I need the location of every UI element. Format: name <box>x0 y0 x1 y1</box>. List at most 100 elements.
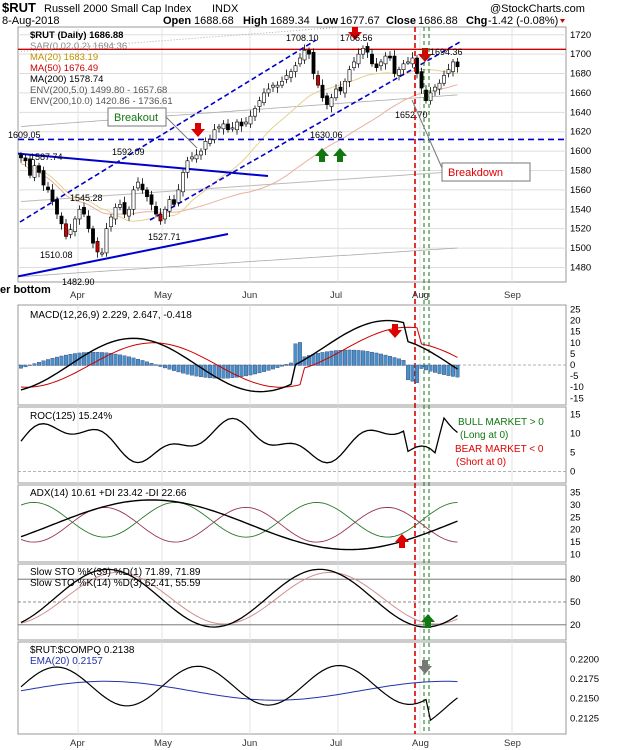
candle-body <box>334 88 338 99</box>
macd-histogram-bar <box>424 364 428 371</box>
month-label: Jun <box>242 738 257 749</box>
macd-histogram-bar <box>68 354 73 366</box>
macd-histogram-bar <box>320 352 325 366</box>
candle-body <box>91 228 95 244</box>
macd-histogram-bar <box>221 364 226 379</box>
sto-subtitle: Slow STO %K(14) %D(3) 62.41, 55.59 <box>30 578 201 589</box>
macd-histogram-bar <box>338 350 343 366</box>
macd-histogram-bar <box>266 364 271 371</box>
candle-body <box>131 189 136 210</box>
candle-body <box>235 121 239 131</box>
indicator-tick-label: 10 <box>570 429 581 440</box>
indicator-tick-label: 20 <box>570 316 581 327</box>
macd-histogram-bar <box>59 355 64 366</box>
high-value: 1689.34 <box>270 15 310 27</box>
price-legend: $RUT (Daily) 1686.88 SAR(0.02,0.2) 1694.… <box>30 30 173 107</box>
macd-histogram-bar <box>163 364 167 369</box>
month-label: Jun <box>242 290 257 301</box>
down-arrow-icon <box>418 660 432 674</box>
macd-histogram-bar <box>109 353 113 366</box>
down-arrow-icon <box>388 324 402 338</box>
candle-body <box>68 229 73 235</box>
candle-body <box>37 165 41 173</box>
month-label: Jul <box>330 738 342 749</box>
indicator-tick-label: 15 <box>570 537 581 548</box>
macd-histogram-bar <box>370 351 374 366</box>
annotation-1587: 1587.74 <box>30 152 63 162</box>
candle-body <box>266 88 271 94</box>
candle-body <box>248 115 253 125</box>
candle-body <box>253 108 257 117</box>
candle-body <box>298 57 302 65</box>
bear-subnote: (Short at 0) <box>456 457 506 468</box>
breakdown-callout: Breakdown <box>411 99 531 182</box>
candle-body <box>185 160 190 173</box>
credit-label: @StockCharts.com <box>490 3 585 15</box>
macd-histogram-bar <box>334 350 338 366</box>
candle-body <box>41 170 46 186</box>
candle-body <box>379 61 383 67</box>
sto-k-line <box>20 568 458 628</box>
close-label: Close <box>386 15 416 27</box>
down-arrow-icon <box>191 123 205 137</box>
macd-histogram-bar <box>361 350 365 366</box>
indicator-tick-label: -10 <box>570 382 584 393</box>
macd-histogram-bar <box>176 364 181 373</box>
macd-histogram-bar <box>271 364 275 370</box>
candle-body <box>19 154 23 159</box>
indicator-tick-label: 50 <box>570 597 581 608</box>
macd-histogram-bar <box>235 364 239 378</box>
down-arrow-icon <box>348 27 362 40</box>
indicator-tick-label: 25 <box>570 304 581 315</box>
candle-body <box>361 48 365 55</box>
macd-histogram-bar <box>410 364 415 382</box>
candle-body <box>172 199 176 205</box>
macd-histogram-bar <box>298 342 302 366</box>
bear-note: BEAR MARKET < 0 <box>455 444 544 455</box>
macd-histogram-bar <box>442 364 446 375</box>
candle-body <box>271 84 275 88</box>
macd-histogram-bar <box>415 364 419 383</box>
open-label: Open <box>163 15 191 27</box>
month-label: May <box>154 290 172 301</box>
macd-histogram-bar <box>122 355 127 366</box>
macd-histogram-bar <box>253 364 257 375</box>
candle-body <box>424 89 428 101</box>
month-label: May <box>154 738 172 749</box>
macd-histogram-bar <box>419 364 424 369</box>
indicator-tick-label: 15 <box>570 410 581 421</box>
macd-histogram-bar <box>32 363 37 366</box>
indicator-tick-label: -5 <box>570 371 578 382</box>
indicator-tick-label: 15 <box>570 327 581 338</box>
candle-body <box>73 218 77 232</box>
macd-histogram-bar <box>230 364 235 378</box>
macd-histogram-bar <box>248 364 253 376</box>
env5-lower-line <box>20 247 458 277</box>
plus-di-line <box>20 501 458 538</box>
price-tick-label: 1600 <box>570 146 591 157</box>
macd-histogram-bar <box>257 364 262 374</box>
macd-histogram-bar <box>127 356 131 366</box>
macd-histogram-bar <box>19 364 23 369</box>
symbol-title: $RUT <box>2 0 36 15</box>
ratio-subtitle: EMA(20) 0.2157 <box>30 656 103 667</box>
price-tick-label: 1680 <box>570 69 591 80</box>
candle-body <box>95 240 100 253</box>
ratio-ema-line <box>20 680 458 701</box>
indicator-layer <box>18 27 566 734</box>
indicator-tick-label: 10 <box>570 338 581 349</box>
candle-body <box>239 121 244 127</box>
roc-title: ROC(125) 15.24% <box>30 411 112 422</box>
macd-histogram-bar <box>239 364 244 377</box>
candle-body <box>401 63 406 70</box>
macd-histogram-bar <box>145 361 149 366</box>
roc-line <box>20 416 458 464</box>
candle-body <box>208 139 212 144</box>
price-tick-label: 1580 <box>570 165 591 176</box>
legend-entry-6: ENV(200,10.0) 1420.86 - 1736.61 <box>30 96 173 107</box>
sto-d-line <box>20 571 458 625</box>
up-arrow-icon <box>315 148 329 162</box>
month-label: Sep <box>504 738 521 749</box>
candle-body <box>46 186 50 191</box>
